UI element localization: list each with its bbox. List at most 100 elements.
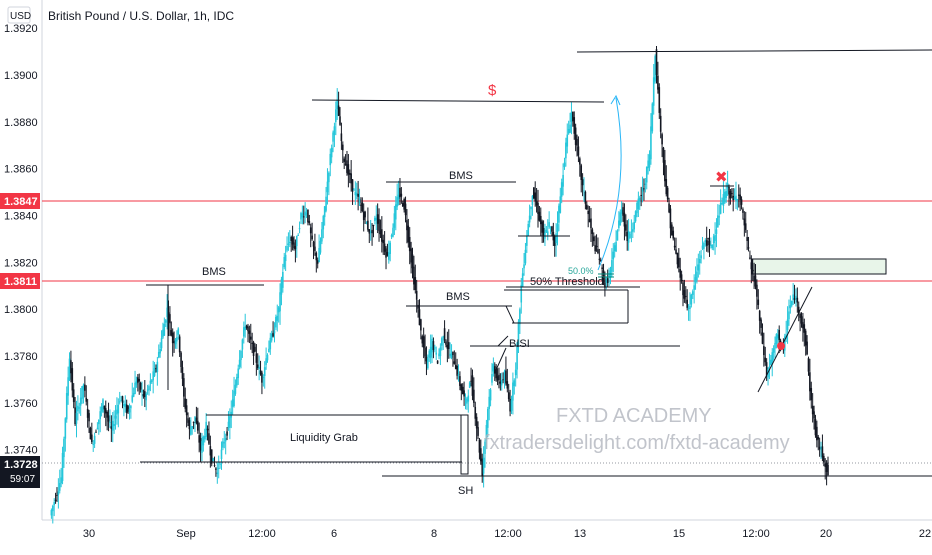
candle-body [823, 455, 825, 463]
candle-body [162, 329, 164, 338]
entry-circle-marker [777, 342, 785, 350]
candle-body [471, 375, 474, 396]
candle-body [701, 245, 704, 249]
candle-body [595, 245, 598, 247]
candle-body [243, 327, 245, 337]
candle-body [771, 352, 774, 365]
candle-body [772, 348, 775, 353]
current-price-box [0, 456, 40, 488]
candle-body [361, 202, 364, 212]
time-axis[interactable]: 30 Sep 12:00 6 8 12:00 13 15 12:00 20 22 [83, 528, 931, 540]
candle-body [581, 179, 584, 186]
candle-body [730, 193, 733, 195]
candle-body [118, 401, 121, 403]
candle-body [632, 229, 634, 232]
candle-body [351, 179, 354, 192]
currency-badge: USD [10, 11, 31, 22]
price-tick-label: 1.3920 [4, 23, 38, 35]
candle-body [799, 313, 801, 318]
candle-body [538, 211, 541, 221]
candle-body [318, 248, 320, 263]
candle-body [486, 409, 489, 428]
candle-body [679, 269, 682, 278]
candle-body [367, 220, 369, 230]
candle-body [475, 416, 478, 429]
candle-body [647, 160, 649, 169]
candle-body [488, 396, 490, 409]
candle-body [58, 483, 61, 491]
candle-body [64, 418, 67, 439]
candle-body [93, 435, 96, 444]
candle-body [705, 240, 708, 246]
watermark-line-2: fxtradersdelight.com/fxtd-academy [484, 432, 790, 454]
candle-body [765, 362, 768, 376]
time-tick-label: 8 [431, 528, 437, 540]
candle-body [226, 431, 228, 436]
candle-body [251, 342, 253, 344]
candle-body [788, 311, 790, 320]
candle-body [238, 359, 241, 367]
candle-body [190, 427, 192, 435]
candle-body [393, 213, 396, 228]
candle-body [333, 126, 336, 135]
candle-body [97, 419, 100, 425]
candle-body [397, 194, 400, 199]
candle-body [425, 356, 428, 362]
candle-body [329, 153, 332, 166]
candle-body [196, 420, 199, 431]
candle-body [335, 109, 337, 123]
top-high-line [576, 49, 932, 53]
candle-body [84, 384, 86, 391]
time-tick-label: 22 [919, 528, 931, 540]
candle-body [184, 398, 187, 409]
candle-body [270, 333, 273, 341]
level-label-upper-box [0, 193, 40, 209]
candle-body [625, 224, 627, 231]
candle-body [533, 187, 535, 199]
symbol-title: British Pound / U.S. Dollar, 1h, IDC [48, 9, 234, 23]
candle-body [594, 245, 596, 252]
candle-body [294, 246, 297, 250]
candle-body [703, 242, 705, 249]
candle-body [368, 229, 371, 234]
candle-body [194, 416, 196, 421]
candle-body [109, 421, 111, 423]
candle-body [177, 328, 180, 335]
candle-body [262, 377, 265, 379]
candle-body [378, 219, 380, 231]
candle-body [686, 299, 688, 308]
candle-body [687, 308, 690, 310]
candle-body [56, 494, 58, 496]
candle-body [217, 467, 220, 469]
candle-body [760, 319, 762, 328]
candle-body [141, 389, 143, 393]
candle-body [149, 380, 152, 384]
candle-body [558, 205, 560, 223]
candle-body [201, 441, 203, 453]
candle-body [813, 411, 815, 419]
candle-body [213, 465, 216, 467]
candle-body [322, 216, 325, 230]
candle-body [562, 174, 564, 187]
candle-body [690, 294, 693, 305]
candle-body [252, 342, 255, 356]
candle-body [314, 246, 316, 251]
candle-body [694, 277, 697, 283]
candle-body [408, 237, 411, 252]
candle-body [583, 190, 585, 192]
candle-body [676, 252, 679, 265]
candle-body [427, 358, 429, 369]
candle-body [821, 446, 824, 458]
candle-body [167, 312, 170, 323]
candle-body [541, 221, 543, 233]
candle-body [534, 192, 537, 202]
candle-body [809, 372, 811, 392]
candle-body [616, 230, 619, 241]
candle-body [651, 103, 654, 132]
candle-body [170, 330, 173, 336]
candle-body [770, 359, 772, 365]
price-axis[interactable]: 1.3920 1.3900 1.3880 1.3860 1.3840 1.3820 1.38… [4, 23, 38, 457]
candle-body [263, 367, 266, 376]
candle-body [563, 162, 566, 168]
